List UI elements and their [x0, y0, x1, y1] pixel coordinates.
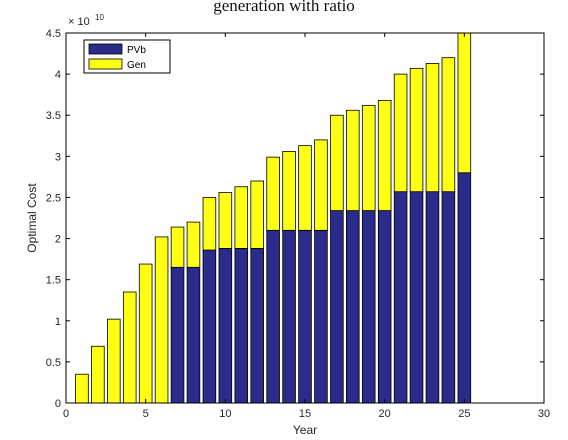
y-tick-label-4: 4 — [55, 69, 61, 81]
window-title-fragment: generation with ratio — [213, 0, 355, 15]
bar-gen-year-19 — [361, 104, 376, 211]
x-tick-label-25: 25 — [458, 408, 470, 420]
x-tick-label-10: 10 — [219, 408, 231, 420]
y-exponent-base: × 10 — [68, 16, 90, 28]
x-tick-label-5: 5 — [143, 408, 149, 420]
bar-gen-year-10 — [218, 192, 233, 249]
y-tick-label-3.5: 3.5 — [46, 110, 61, 122]
bar-gen-year-20 — [377, 100, 392, 212]
bar-gen-year-22 — [409, 67, 424, 193]
x-axis-ticks: 0 5 10 15 20 25 30 — [63, 33, 550, 420]
bar-pvb-year-8 — [186, 266, 201, 404]
bars-layer — [75, 32, 472, 404]
x-axis-label: Year — [293, 423, 317, 435]
bar-pvb-year-18 — [346, 210, 360, 404]
bar-gen-year-14 — [282, 150, 296, 231]
bar-pvb-year-16 — [314, 229, 328, 404]
y-tick-label-2: 2 — [55, 234, 61, 246]
bar-gen-year-11 — [234, 186, 249, 249]
bar-gen-year-12 — [250, 180, 264, 249]
bar-gen-year-16 — [314, 139, 328, 231]
y-tick-label-1.5: 1.5 — [46, 275, 61, 287]
bar-pvb-year-22 — [409, 191, 424, 404]
bar-gen-year-6 — [154, 236, 169, 404]
bar-gen-year-4 — [122, 291, 137, 404]
bar-gen-year-2 — [91, 345, 105, 404]
legend-label-gen: Gen — [127, 60, 146, 71]
bar-pvb-year-10 — [218, 248, 233, 404]
bar-pvb-year-21 — [393, 191, 408, 404]
bar-gen-year-23 — [425, 63, 440, 193]
bar-gen-year-21 — [393, 73, 408, 193]
bar-gen-year-7 — [170, 226, 185, 268]
bar-pvb-year-19 — [361, 210, 376, 404]
bar-pvb-year-12 — [250, 248, 264, 404]
y-axis-label: Optimal Cost — [25, 183, 39, 253]
bar-pvb-year-9 — [202, 249, 217, 404]
y-tick-label-0: 0 — [55, 398, 61, 410]
legend-swatch-pvb — [88, 43, 123, 55]
bar-gen-year-17 — [330, 114, 344, 211]
y-exponent-power: 10 — [95, 13, 104, 22]
bar-pvb-year-7 — [170, 266, 185, 404]
bar-pvb-year-14 — [282, 229, 296, 404]
bar-pvb-year-11 — [234, 248, 249, 404]
bar-gen-year-1 — [75, 373, 89, 404]
bar-gen-year-13 — [266, 156, 280, 231]
bar-gen-year-15 — [298, 145, 312, 231]
bar-pvb-year-17 — [330, 210, 344, 404]
bar-pvb-year-23 — [425, 191, 440, 404]
bar-pvb-year-13 — [266, 229, 280, 404]
y-tick-label-3: 3 — [55, 151, 61, 163]
bar-pvb-year-25 — [457, 172, 472, 404]
bar-gen-year-3 — [107, 318, 121, 404]
x-tick-label-0: 0 — [63, 408, 69, 420]
y-tick-label-0.5: 0.5 — [46, 357, 61, 369]
bar-gen-year-5 — [138, 263, 153, 404]
bar-gen-year-8 — [186, 221, 201, 268]
legend: PVb Gen — [83, 39, 171, 74]
bar-gen-year-9 — [202, 197, 217, 251]
bar-gen-year-18 — [346, 109, 360, 211]
y-tick-label-1: 1 — [55, 316, 61, 328]
bar-gen-year-24 — [441, 57, 456, 193]
y-tick-label-2.5: 2.5 — [46, 192, 61, 204]
legend-swatch-gen — [88, 58, 123, 70]
x-tick-label-15: 15 — [299, 408, 311, 420]
bar-pvb-year-15 — [298, 229, 312, 404]
y-tick-label-4.5: 4.5 — [46, 28, 61, 40]
bar-gen-year-25 — [457, 32, 472, 174]
x-tick-label-30: 30 — [538, 408, 550, 420]
x-tick-label-20: 20 — [379, 408, 391, 420]
legend-label-pvb: PVb — [127, 45, 146, 56]
y-axis-ticks: 0 0.5 1 1.5 2 2.5 3 3.5 4 4.5 — [46, 28, 544, 410]
bar-pvb-year-20 — [377, 210, 392, 404]
bar-pvb-year-24 — [441, 191, 456, 404]
